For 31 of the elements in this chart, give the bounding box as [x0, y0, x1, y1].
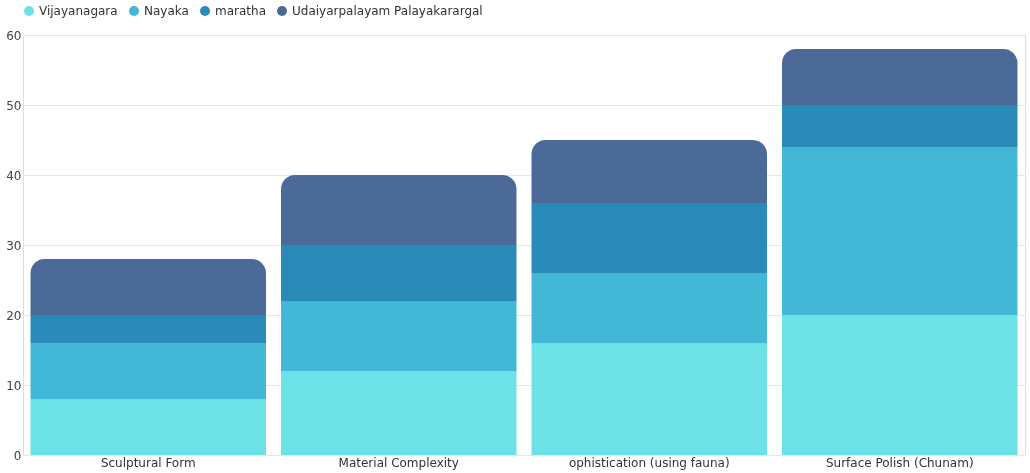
bar: [281, 245, 517, 301]
bar: [30, 343, 266, 399]
bar: [531, 140, 767, 203]
y-tick-label: 60: [6, 28, 22, 43]
bar: [782, 49, 1018, 105]
y-tick-label: 40: [6, 168, 22, 183]
legend-label: Vijayanagara: [39, 4, 118, 18]
bar: [281, 175, 517, 245]
y-tick-label: 20: [6, 308, 22, 323]
bar: [531, 203, 767, 273]
bar: [281, 301, 517, 371]
y-tick-label: 30: [6, 238, 22, 253]
bar: [531, 343, 767, 455]
bar: [782, 315, 1018, 455]
bar: [281, 371, 517, 455]
legend-label: Udaiyarpalayam Palayakarargal: [292, 4, 483, 18]
bar: [30, 315, 266, 343]
legend-label: Nayaka: [144, 4, 189, 18]
y-tick-label: 10: [6, 378, 22, 393]
bar: [30, 399, 266, 455]
x-tick-label: ophistication (using fauna): [568, 455, 730, 470]
legend-label: maratha: [215, 4, 266, 18]
x-tick-label: Material Complexity: [338, 455, 459, 470]
bar: [30, 259, 266, 315]
x-tick-label: Surface Polish (Chunam): [825, 455, 974, 470]
y-tick-label: 50: [6, 98, 22, 113]
bar: [782, 105, 1018, 147]
x-tick-label: Sculptural Form: [100, 455, 196, 470]
bar: [531, 273, 767, 343]
bar: [782, 147, 1018, 315]
y-tick-label: 0: [13, 448, 22, 463]
